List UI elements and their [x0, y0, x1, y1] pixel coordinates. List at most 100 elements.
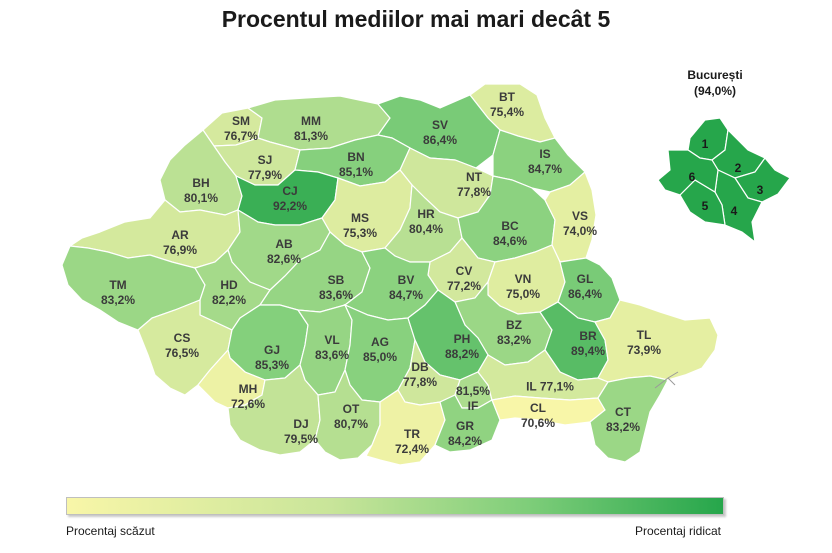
- county-value: 84,7%: [527, 162, 563, 176]
- sector-number: 4: [730, 204, 738, 218]
- county-label-ag: AG 85,0%: [363, 335, 397, 365]
- county-code: SV: [431, 118, 448, 132]
- county-label-tl: TL 73,9%: [627, 328, 661, 358]
- county-label-ms: MS 75,3%: [343, 211, 377, 241]
- county-label-gj: GJ 85,3%: [255, 343, 289, 373]
- map-title: Procentul mediilor mai mari decât 5: [221, 6, 611, 32]
- county-code: BC: [501, 219, 519, 233]
- county-label-tr: TR 72,4%: [395, 427, 429, 457]
- county-label-tm: TM 83,2%: [101, 278, 135, 308]
- county-label-vn: VN 75,0%: [506, 272, 540, 302]
- bucharest-sectors: [657, 117, 791, 244]
- county-code: BT: [499, 90, 515, 104]
- county-ct: [589, 375, 669, 463]
- county-code: MH: [238, 382, 258, 396]
- county-label-ph: PH 88,2%: [445, 332, 479, 362]
- sector-number: 2: [734, 161, 742, 175]
- county-label-vs: VS 74,0%: [563, 209, 597, 239]
- county-label-gr: GR 84,2%: [448, 419, 482, 449]
- county-value: 80,1%: [183, 191, 219, 205]
- county-code: BH: [192, 176, 210, 190]
- county-label-hd: HD 82,2%: [212, 278, 246, 308]
- county-value: 75,4%: [489, 105, 525, 119]
- bucharest-value: (94,0%): [693, 84, 737, 98]
- county-shapes: [61, 83, 719, 466]
- county-value: 82,6%: [266, 252, 302, 266]
- sector-number: 5: [701, 199, 709, 213]
- county-code: HR: [417, 207, 435, 221]
- county-code: VN: [514, 272, 532, 286]
- county-code: GJ: [263, 343, 280, 357]
- county-value: 83,2%: [496, 333, 532, 347]
- county-code: AB: [275, 237, 293, 251]
- county-label-cv: CV 77,2%: [447, 264, 481, 294]
- county-value: 72,6%: [230, 397, 266, 411]
- county-value: 86,4%: [567, 287, 603, 301]
- county-label-cs: CS 76,5%: [165, 331, 199, 361]
- county-code: DJ: [293, 417, 309, 431]
- county-code: TR: [404, 427, 420, 441]
- county-label-ab: AB 82,6%: [267, 237, 301, 267]
- county-code: AG: [371, 335, 389, 349]
- county-value: 92,2%: [272, 199, 308, 213]
- county-code: CT: [615, 405, 631, 419]
- county-value: 88,2%: [444, 347, 480, 361]
- county-value: 73,9%: [626, 343, 662, 357]
- county-vs: [544, 170, 597, 263]
- county-label-nt: NT 77,8%: [457, 170, 491, 200]
- county-code: VS: [571, 209, 588, 223]
- county-label-ar: AR 76,9%: [163, 228, 197, 258]
- county-label-mh: MH 72,6%: [231, 382, 265, 412]
- sector-number: 1: [701, 137, 709, 151]
- county-label-ct: CT 83,2%: [606, 405, 640, 435]
- county-value: 75,0%: [505, 287, 541, 301]
- county-value: 76,5%: [164, 346, 200, 360]
- sector-number: 3: [756, 183, 764, 197]
- county-label-bv: BV 84,7%: [389, 273, 423, 303]
- county-value: 74,0%: [562, 224, 598, 238]
- county-code: CV: [455, 264, 473, 278]
- county-code: VL: [324, 333, 340, 347]
- county-label-hr: HR 80,4%: [409, 207, 443, 237]
- county-label-gl: GL 86,4%: [568, 272, 602, 302]
- county-label-sm: SM 76,7%: [224, 114, 258, 144]
- county-code: IL: [526, 379, 540, 394]
- county-label-is: IS 84,7%: [528, 147, 562, 177]
- county-label-if: 81,5% IF: [456, 384, 490, 414]
- county-label-bc: BC 84,6%: [493, 219, 527, 249]
- county-label-bt: BT 75,4%: [490, 90, 524, 120]
- county-code: CJ: [282, 184, 298, 198]
- county-code: IF: [467, 399, 479, 413]
- bucharest-sector-6: [657, 149, 719, 196]
- county-code: TL: [636, 328, 652, 342]
- bucharest-label: București (94,0%): [687, 67, 742, 99]
- county-label-db: DB 77,8%: [403, 360, 437, 390]
- county-label-br: BR 89,4%: [571, 329, 605, 359]
- county-code: GL: [576, 272, 594, 286]
- county-label-sb: SB 83,6%: [319, 273, 353, 303]
- county-code: BR: [579, 329, 597, 343]
- county-value: 80,7%: [333, 417, 369, 431]
- county-value: 76,9%: [162, 243, 198, 257]
- county-value: 85,1%: [338, 165, 374, 179]
- county-value: 77,2%: [446, 279, 482, 293]
- county-value: 85,0%: [362, 350, 398, 364]
- county-label-mm: MM 81,3%: [294, 114, 328, 144]
- county-tr: [365, 389, 446, 466]
- county-value: 84,6%: [492, 234, 528, 248]
- county-value: 86,4%: [422, 133, 458, 147]
- county-value: 84,7%: [388, 288, 424, 302]
- county-code: MM: [301, 114, 321, 128]
- county-value: 77,8%: [456, 185, 492, 199]
- county-value: 77,8%: [402, 375, 438, 389]
- county-code: SM: [232, 114, 250, 128]
- county-value: 80,4%: [408, 222, 444, 236]
- county-value: 72,4%: [394, 442, 430, 456]
- county-code: TM: [109, 278, 127, 292]
- county-code: BN: [347, 150, 365, 164]
- danube-delta: [654, 371, 679, 389]
- county-label-bh: BH 80,1%: [184, 176, 218, 206]
- county-value: 83,2%: [605, 420, 641, 434]
- county-code: CS: [173, 331, 191, 345]
- county-value: 76,7%: [223, 129, 259, 143]
